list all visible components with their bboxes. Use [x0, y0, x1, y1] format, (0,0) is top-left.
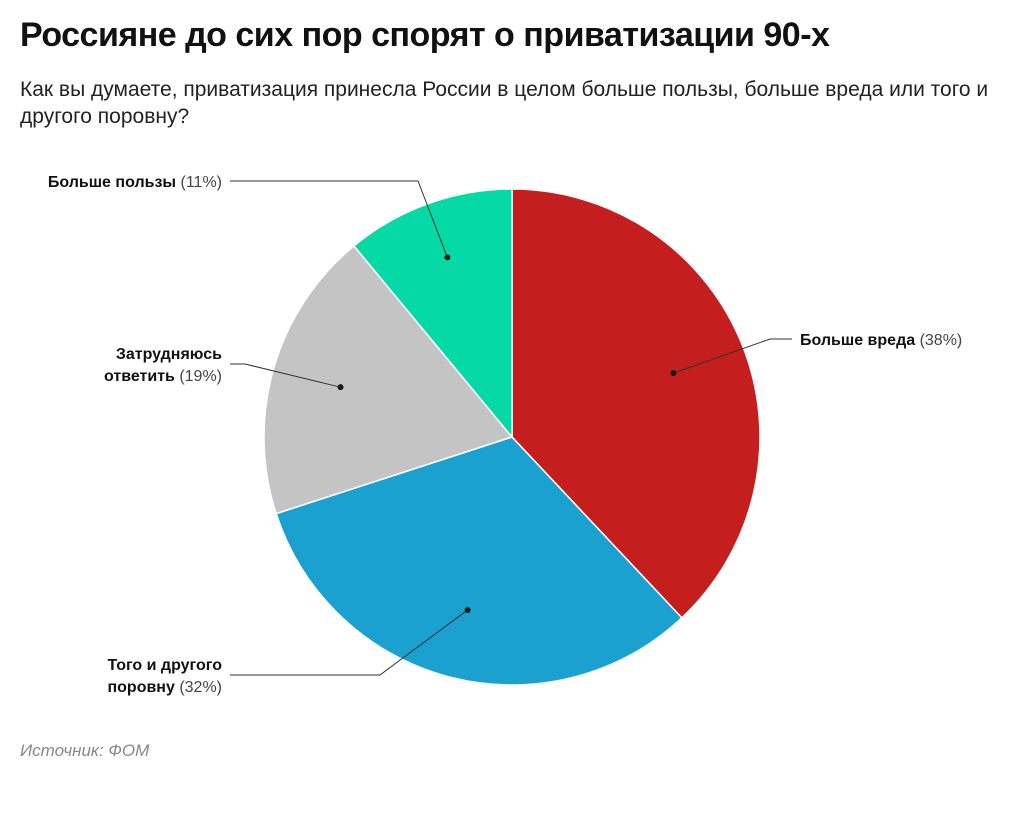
leader-line-4	[230, 180, 448, 258]
leader-line-3	[230, 363, 341, 388]
slice-label-того-и-другого-поровну: Того и другого поровну (32%)	[107, 657, 222, 696]
slice-percent: (38%)	[915, 332, 962, 349]
slice-label-text: Больше пользы	[48, 174, 176, 191]
source-note: Источник: ФОМ	[20, 741, 150, 760]
slice-label-больше-пользы: Больше пользы (11%)	[48, 174, 222, 191]
leader-dot-4	[444, 254, 451, 261]
leader-dot-3	[337, 384, 344, 391]
leader-dot-2	[464, 606, 471, 613]
slice-label-text: поровну	[107, 679, 174, 696]
pie-slice-4	[352, 188, 513, 440]
pie-labels: Больше вреда (38%) Того и другого поровну …	[48, 174, 962, 696]
slice-percent: (32%)	[175, 679, 222, 696]
pie-slices	[263, 188, 761, 686]
chart-subtitle: Как вы думаете, приватизация принесла Ро…	[20, 78, 989, 128]
slice-label-затрудняюсь-ответить: Затрудняюсь ответить (19%)	[104, 346, 222, 385]
slice-label-text: Того и другого	[107, 657, 222, 674]
chart-title: Россияне до сих пор спорят о приватизаци…	[20, 16, 830, 54]
pie-slice-3	[263, 244, 514, 515]
pie-slice-2	[275, 436, 683, 686]
slice-label-text: Больше вреда	[800, 332, 915, 349]
pie-slice-1	[511, 188, 761, 619]
slice-percent: (11%)	[176, 174, 222, 191]
leader-line-2	[230, 609, 468, 676]
leader-dot-1	[670, 370, 677, 377]
slice-label-text: Затрудняюсь	[116, 346, 222, 363]
slice-percent: (19%)	[175, 368, 222, 385]
slice-label-text: ответить	[104, 368, 175, 385]
slice-label-больше-вреда: Больше вреда (38%)	[800, 332, 962, 349]
leader-line-1	[673, 338, 792, 374]
